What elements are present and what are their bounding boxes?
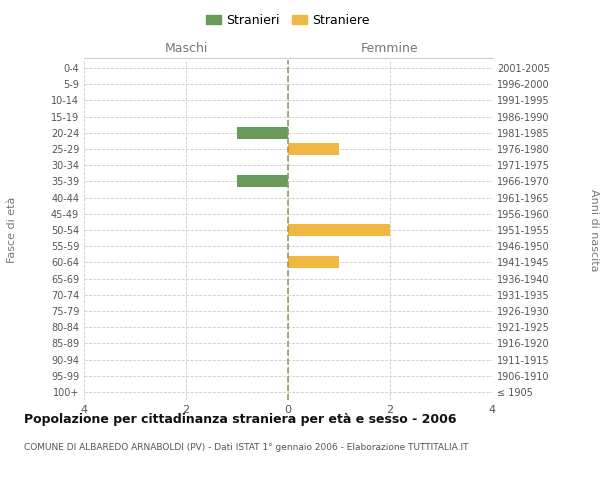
Bar	[237, 176, 288, 188]
Legend: Stranieri, Straniere: Stranieri, Straniere	[201, 8, 375, 32]
Text: COMUNE DI ALBAREDO ARNABOLDI (PV) - Dati ISTAT 1° gennaio 2006 - Elaborazione TU: COMUNE DI ALBAREDO ARNABOLDI (PV) - Dati…	[24, 442, 469, 452]
Bar	[237, 127, 288, 139]
Text: Anni di nascita: Anni di nascita	[589, 188, 599, 271]
Text: Maschi: Maschi	[164, 42, 208, 55]
Text: Popolazione per cittadinanza straniera per età e sesso - 2006: Popolazione per cittadinanza straniera p…	[24, 412, 457, 426]
Bar	[288, 224, 390, 236]
Bar	[288, 256, 339, 268]
Text: Femmine: Femmine	[361, 42, 419, 55]
Bar	[288, 143, 339, 155]
Text: Fasce di età: Fasce di età	[7, 197, 17, 263]
